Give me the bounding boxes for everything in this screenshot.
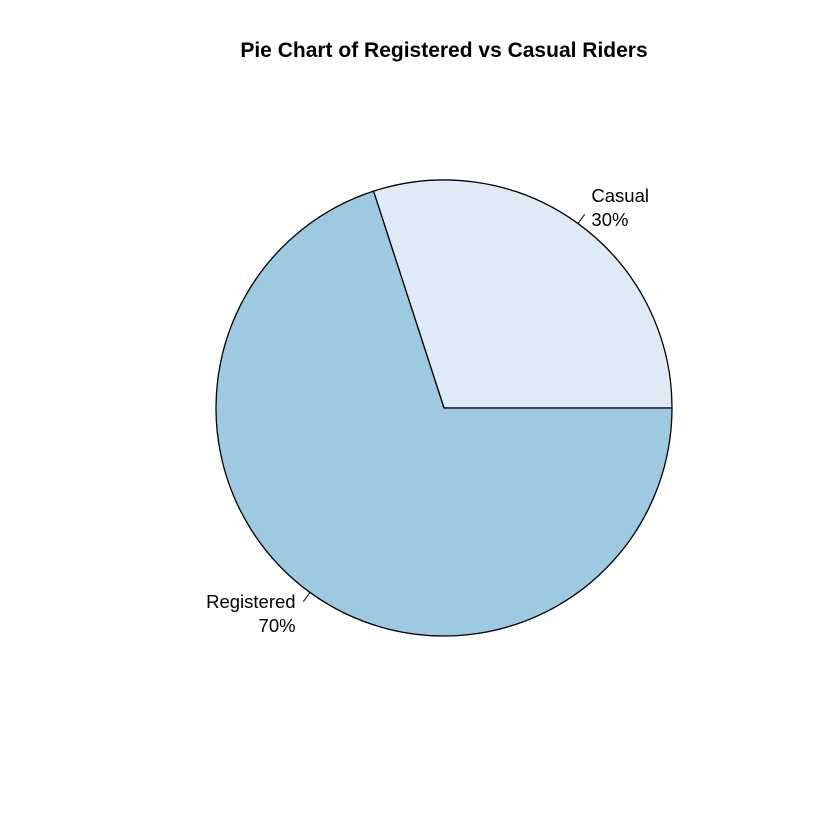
- leader-line-registered: [302, 592, 311, 602]
- slice-name-casual: Casual: [591, 185, 649, 206]
- slice-percent-casual: 30%: [591, 209, 628, 230]
- pie-labels: Casual 30% Registered 70%: [206, 185, 649, 636]
- pie-slices: [215, 179, 673, 637]
- slice-percent-registered: 70%: [259, 615, 296, 636]
- pie-slice-registered: [215, 190, 673, 637]
- slice-name-registered: Registered: [206, 591, 295, 612]
- chart-title: Pie Chart of Registered vs Casual Riders: [240, 39, 647, 62]
- leader-line-casual: [577, 214, 586, 224]
- pie-slice-casual: [372, 179, 673, 409]
